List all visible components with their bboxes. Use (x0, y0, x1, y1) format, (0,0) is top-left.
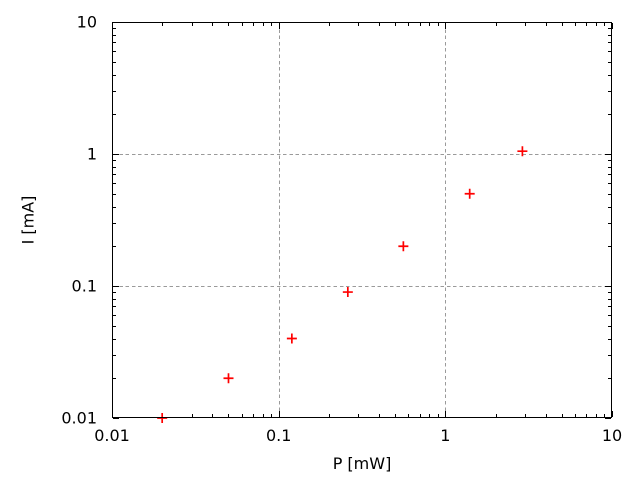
y-tick-label: 1 (87, 145, 97, 164)
data-point-marker (398, 241, 409, 252)
x-tick-label: 0.1 (266, 426, 291, 445)
x-tick-label: 1 (440, 426, 450, 445)
data-point-marker (464, 188, 475, 199)
data-point-marker (223, 373, 234, 384)
x-tick-label: 0.01 (94, 426, 130, 445)
data-point-marker (342, 287, 353, 298)
data-point-marker (286, 333, 297, 344)
x-axis-label: P [mW] (333, 454, 392, 473)
y-tick-label: 0.01 (61, 409, 97, 428)
x-tick-label: 10 (602, 426, 622, 445)
y-tick-label: 0.1 (72, 277, 97, 296)
y-tick-label: 10 (77, 13, 97, 32)
y-axis-label: I [mA] (19, 196, 38, 245)
chart-layer: 0.01 0.1 1 10 0.01 0.1 1 10 (61, 13, 622, 446)
plot-border (112, 22, 612, 418)
data-point-marker (517, 146, 528, 157)
